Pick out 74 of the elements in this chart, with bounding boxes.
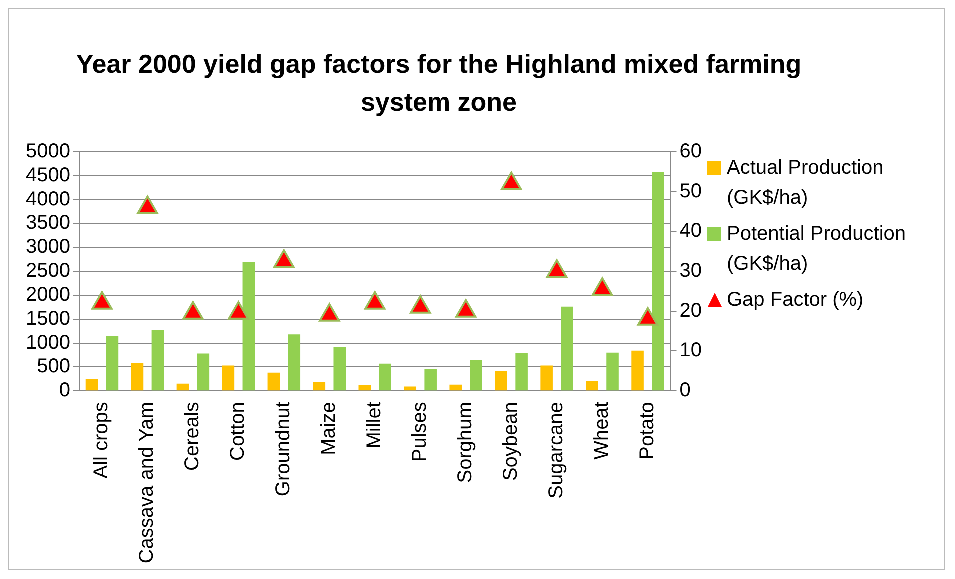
x-tick-label: Soybean bbox=[500, 402, 522, 482]
bar bbox=[424, 370, 437, 391]
bar bbox=[106, 336, 119, 391]
y2-tick-label: 10 bbox=[680, 340, 702, 362]
y2-tick-label: 20 bbox=[680, 300, 702, 322]
bar bbox=[334, 348, 346, 391]
y-tick-label: 2000 bbox=[26, 284, 70, 306]
bar bbox=[288, 334, 301, 391]
x-tick-label: Cotton bbox=[227, 402, 250, 462]
bar bbox=[450, 384, 462, 391]
bar bbox=[313, 382, 326, 391]
x-tick-label: Wheat bbox=[591, 402, 614, 460]
y-tick-label: 1000 bbox=[26, 332, 70, 354]
x-tick-label: Pulses bbox=[409, 402, 432, 462]
bar bbox=[652, 172, 664, 391]
bar bbox=[131, 363, 144, 391]
legend-label: Gap Factor (%) bbox=[727, 288, 864, 313]
bar bbox=[176, 384, 190, 391]
y-tick-label: 0 bbox=[59, 380, 70, 402]
point bbox=[319, 303, 340, 322]
bar bbox=[404, 386, 417, 391]
bar bbox=[358, 385, 372, 391]
y-tick-label: 3500 bbox=[26, 212, 70, 234]
point bbox=[274, 250, 295, 268]
x-tick-label: Sorghum bbox=[454, 402, 477, 484]
point bbox=[546, 260, 568, 278]
point bbox=[456, 299, 477, 318]
bar bbox=[197, 354, 210, 391]
bar bbox=[379, 364, 392, 391]
point bbox=[410, 295, 432, 314]
bar bbox=[561, 306, 574, 391]
y-tick-label: 4500 bbox=[26, 164, 70, 186]
point bbox=[228, 301, 250, 320]
x-tick-label: Potato bbox=[636, 402, 659, 460]
x-tick-label: All crops bbox=[90, 402, 113, 479]
y2-tick-label: 60 bbox=[680, 140, 702, 163]
bar bbox=[222, 366, 235, 391]
point bbox=[501, 172, 522, 190]
legend-label: Potential Production (GK$/ha) bbox=[727, 222, 908, 277]
bar bbox=[268, 372, 280, 391]
y2-tick-label: 0 bbox=[680, 380, 691, 402]
y-tick-label: 3000 bbox=[26, 236, 70, 258]
bar bbox=[242, 262, 256, 391]
bar bbox=[152, 330, 164, 391]
y-tick-label: 4000 bbox=[26, 188, 70, 210]
y2-tick-label: 40 bbox=[680, 220, 702, 242]
bar bbox=[540, 366, 553, 391]
point bbox=[137, 196, 158, 214]
y2-tick-label: 50 bbox=[680, 180, 702, 202]
y-tick-label: 500 bbox=[37, 356, 70, 378]
x-tick-label: Cassava and Yam bbox=[136, 402, 158, 564]
x-tick-label: Millet bbox=[364, 402, 386, 449]
bar bbox=[86, 379, 98, 391]
legend-label: Actual Production (GK$/ha) bbox=[727, 156, 885, 211]
chart-title: Year 2000 yield gap factors for the Highland mixed farming system zone bbox=[75, 48, 803, 119]
bar bbox=[495, 370, 508, 391]
bar bbox=[606, 352, 619, 391]
bar bbox=[516, 353, 528, 391]
y-tick-label: 2500 bbox=[26, 260, 70, 282]
point bbox=[182, 301, 204, 320]
bar bbox=[470, 360, 482, 391]
point bbox=[592, 277, 614, 296]
bar bbox=[632, 350, 644, 391]
x-tick-label: Cereals bbox=[182, 402, 204, 471]
x-tick-label: Sugarcane bbox=[546, 402, 568, 499]
x-tick-label: Groundnut bbox=[272, 402, 295, 497]
x-tick-label: Maize bbox=[318, 402, 340, 456]
y-tick-label: 5000 bbox=[26, 140, 70, 163]
bar bbox=[586, 381, 598, 391]
y-tick-label: 1500 bbox=[26, 308, 70, 330]
point bbox=[637, 307, 659, 326]
point bbox=[364, 291, 386, 310]
point bbox=[92, 291, 113, 310]
y2-tick-label: 30 bbox=[680, 260, 702, 282]
